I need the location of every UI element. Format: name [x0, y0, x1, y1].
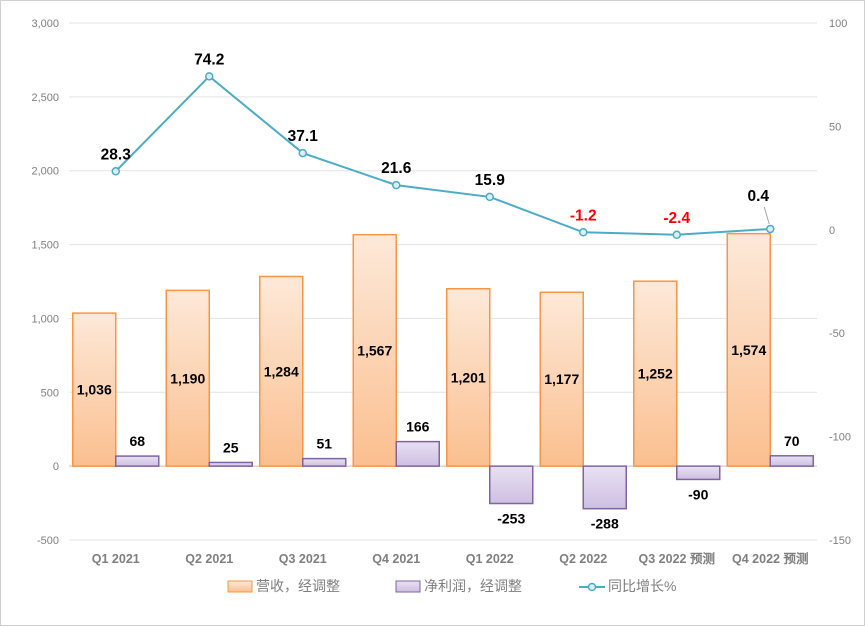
right-axis-tick: 50	[829, 121, 841, 133]
growth-data-label: 21.6	[381, 160, 412, 177]
profit-bar	[489, 465, 534, 505]
left-axis-tick: 1,000	[31, 313, 59, 325]
revenue-data-label: 1,201	[451, 369, 486, 385]
revenue-bar	[165, 289, 210, 467]
profit-data-label: 68	[129, 433, 145, 449]
legend-growth-label: 同比增长%	[608, 578, 676, 594]
revenue-bar	[446, 287, 491, 467]
growth-data-label: -1.2	[570, 207, 597, 224]
growth-data-label: 15.9	[475, 172, 506, 189]
revenue-data-label: 1,190	[170, 370, 205, 386]
revenue-data-label: 1,567	[357, 342, 392, 358]
right-axis-tick: -100	[829, 432, 851, 444]
growth-data-label: 0.4	[747, 188, 769, 205]
profit-bar	[208, 461, 253, 467]
revenue-bar	[352, 233, 397, 467]
right-axis-tick: -150	[829, 535, 851, 547]
revenue-data-label: 1,284	[264, 363, 299, 379]
right-axis-tick: 100	[829, 18, 847, 30]
growth-point	[111, 167, 120, 176]
category-label: Q3 2021	[279, 552, 327, 566]
legend-revenue-label: 营收，经调整	[256, 578, 340, 594]
growth-data-label: 28.3	[101, 146, 132, 163]
growth-data-label: 74.2	[194, 51, 224, 68]
revenue-data-label: 1,574	[731, 342, 766, 358]
profit-data-label: -288	[591, 516, 619, 532]
profit-bar	[582, 465, 627, 510]
profit-bar	[769, 455, 814, 467]
growth-data-label: 37.1	[288, 128, 319, 145]
profit-data-label: 51	[316, 436, 332, 452]
category-label: Q1 2021	[92, 552, 140, 566]
category-label: Q2 2021	[185, 552, 233, 566]
revenue-data-label: 1,252	[638, 366, 673, 382]
legend-line-marker	[587, 582, 597, 592]
growth-line	[115, 75, 771, 236]
growth-point	[485, 192, 494, 202]
left-axis-tick: 2,500	[31, 92, 59, 104]
revenue-bar	[539, 291, 584, 467]
revenue-data-label: 1,036	[77, 382, 112, 398]
left-axis-tick: 1,500	[31, 240, 59, 252]
profit-data-label: 70	[784, 433, 800, 449]
profit-bar	[395, 440, 440, 467]
profit-data-label: 166	[406, 419, 430, 435]
growth-point	[392, 180, 401, 190]
left-axis-tick: 0	[53, 461, 59, 473]
left-axis-tick: 3,000	[31, 18, 59, 30]
growth-point	[205, 72, 214, 81]
profit-data-label: -90	[688, 486, 708, 502]
right-axis-tick: 0	[829, 225, 835, 237]
revenue-bar	[633, 280, 678, 467]
revenue-data-label: 1,177	[544, 371, 579, 387]
leader-line	[763, 206, 770, 225]
legend-profit-label: 净利润，经调整	[424, 578, 522, 594]
growth-point	[298, 148, 307, 158]
category-label: Q4 2021	[372, 552, 420, 566]
left-axis-tick: 2,000	[31, 166, 59, 178]
profit-bar	[115, 455, 160, 467]
left-axis-tick: -500	[37, 535, 59, 547]
profit-data-label: 25	[223, 439, 239, 455]
growth-point	[766, 224, 775, 234]
profit-data-label: -253	[497, 511, 525, 527]
profit-bar	[676, 465, 721, 481]
profit-bar	[302, 457, 347, 467]
category-label: Q2 2022	[559, 552, 607, 566]
category-label: Q1 2022	[466, 552, 514, 566]
legend-profit-swatch	[395, 580, 421, 593]
growth-point	[579, 228, 588, 237]
revenue-bar	[726, 232, 771, 467]
growth-data-label: -2.4	[663, 210, 690, 227]
category-label: Q4 2022 预测	[732, 551, 808, 566]
right-axis-tick: -50	[829, 328, 845, 340]
revenue-bar	[259, 275, 304, 467]
category-label: Q3 2022 预测	[639, 551, 715, 566]
growth-point	[672, 230, 681, 240]
legend-revenue-swatch	[227, 580, 253, 593]
left-axis-tick: 500	[41, 387, 59, 399]
revenue-bar	[72, 312, 117, 467]
